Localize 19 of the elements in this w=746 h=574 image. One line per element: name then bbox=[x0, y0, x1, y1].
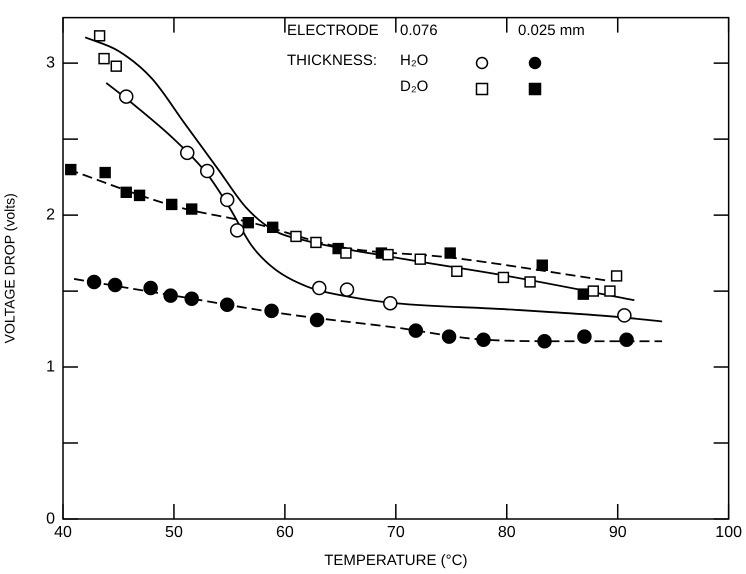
annotation: THICKNESS: bbox=[287, 52, 378, 69]
y-axis-title: VOLTAGE DROP (volts) bbox=[1, 193, 18, 344]
annotation: ELECTRODE bbox=[287, 22, 379, 39]
y-tick-label: 0 bbox=[46, 510, 56, 528]
x-tick-label: 80 bbox=[498, 524, 516, 542]
x-tick-label: 90 bbox=[608, 524, 627, 542]
x-tick-label: 60 bbox=[276, 524, 294, 542]
annotation: 0.025 mm bbox=[518, 22, 585, 39]
y-tick-label: 2 bbox=[46, 206, 56, 224]
y-tick-label: 3 bbox=[46, 54, 56, 72]
x-tick-label: 40 bbox=[54, 524, 72, 542]
x-tick-label: 50 bbox=[165, 524, 183, 542]
x-tick-label: 100 bbox=[715, 524, 742, 542]
annotation: 0.076 bbox=[400, 22, 438, 39]
annotation: D₂O bbox=[400, 78, 428, 95]
y-tick-label: 1 bbox=[46, 358, 56, 376]
x-axis-title: TEMPERATURE (°C) bbox=[324, 552, 468, 570]
x-tick-label: 70 bbox=[386, 524, 405, 542]
annotation: H₂O bbox=[400, 52, 428, 69]
